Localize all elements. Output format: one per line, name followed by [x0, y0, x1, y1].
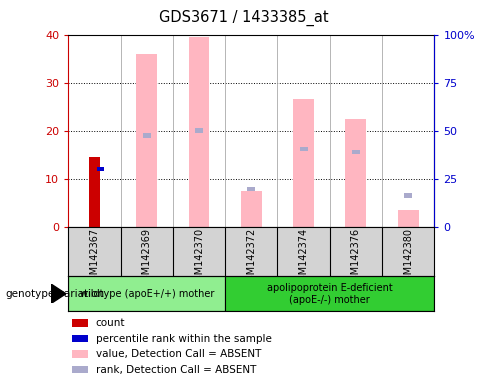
Text: value, Detection Call = ABSENT: value, Detection Call = ABSENT	[96, 349, 261, 359]
Bar	[195, 128, 203, 133]
Bar	[225, 276, 434, 311]
Bar	[97, 167, 104, 171]
Text: count: count	[96, 318, 125, 328]
Text: GSM142380: GSM142380	[403, 228, 413, 287]
Bar	[404, 193, 412, 197]
Bar	[136, 54, 157, 227]
Bar	[346, 119, 366, 227]
Text: GSM142370: GSM142370	[194, 228, 204, 287]
Bar	[188, 37, 209, 227]
Text: GDS3671 / 1433385_at: GDS3671 / 1433385_at	[159, 10, 329, 26]
Bar	[300, 147, 307, 151]
Text: GSM142376: GSM142376	[351, 228, 361, 287]
Text: genotype/variation: genotype/variation	[5, 289, 104, 299]
Text: GSM142369: GSM142369	[142, 228, 152, 287]
Bar	[72, 366, 88, 373]
Text: GSM142372: GSM142372	[246, 228, 256, 287]
Text: apolipoprotein E-deficient
(apoE-/-) mother: apolipoprotein E-deficient (apoE-/-) mot…	[267, 283, 393, 305]
Bar	[72, 335, 88, 342]
Bar	[398, 210, 419, 227]
Text: rank, Detection Call = ABSENT: rank, Detection Call = ABSENT	[96, 364, 256, 374]
Bar	[143, 133, 151, 137]
Bar	[68, 276, 225, 311]
Text: GSM142374: GSM142374	[299, 228, 308, 287]
Bar	[89, 157, 100, 227]
Text: percentile rank within the sample: percentile rank within the sample	[96, 334, 272, 344]
Bar	[293, 99, 314, 227]
Bar	[241, 190, 262, 227]
Bar	[352, 150, 360, 154]
Text: wildtype (apoE+/+) mother: wildtype (apoE+/+) mother	[80, 289, 214, 299]
Polygon shape	[51, 284, 66, 303]
Bar	[72, 351, 88, 358]
Bar	[72, 319, 88, 327]
Text: GSM142367: GSM142367	[89, 228, 100, 287]
Bar	[247, 187, 255, 191]
